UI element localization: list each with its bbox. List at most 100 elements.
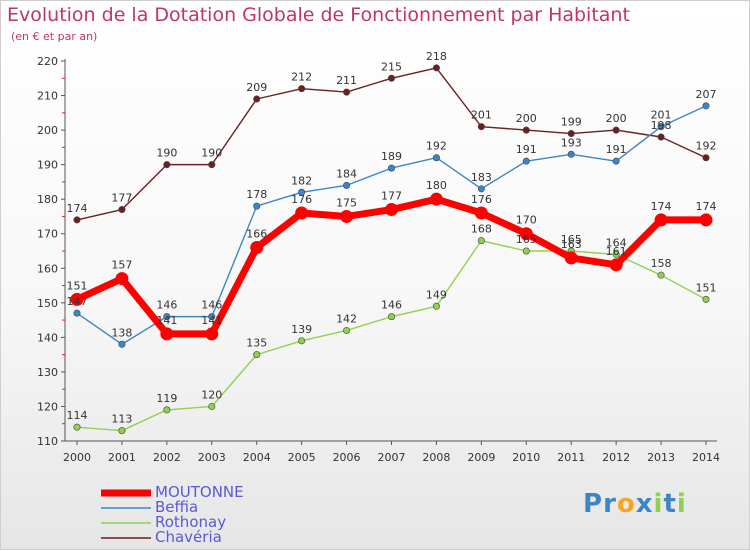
x-tick-label: 2010	[512, 451, 540, 464]
data-label: 190	[156, 147, 177, 160]
data-point	[612, 250, 620, 258]
x-tick-label: 2014	[692, 451, 720, 464]
data-label: 176	[291, 193, 312, 206]
logo-letter: r	[603, 489, 617, 519]
data-point	[522, 247, 530, 255]
data-point	[253, 202, 261, 210]
data-point	[702, 154, 710, 162]
data-point	[295, 206, 309, 220]
y-tick-label: 190	[37, 159, 58, 172]
data-label: 189	[381, 150, 402, 163]
data-label: 175	[336, 196, 357, 209]
data-point	[208, 313, 216, 321]
x-tick-label: 2002	[153, 451, 181, 464]
logo-letter: i	[676, 489, 687, 519]
data-point	[70, 292, 84, 306]
data-point	[654, 213, 668, 227]
data-point	[340, 209, 354, 223]
data-label: 190	[201, 147, 222, 160]
data-label: 146	[381, 299, 402, 312]
data-point	[702, 102, 710, 110]
logo-letter: i	[653, 489, 664, 519]
data-point	[298, 337, 306, 345]
data-label: 200	[516, 112, 537, 125]
data-point	[522, 126, 530, 134]
data-label: 139	[291, 323, 312, 336]
data-label: 200	[606, 112, 627, 125]
data-point	[699, 213, 713, 227]
data-label: 209	[246, 81, 267, 94]
data-label: 158	[651, 257, 672, 270]
data-label: 180	[426, 179, 447, 192]
data-point	[343, 326, 351, 334]
data-label: 191	[516, 143, 537, 156]
logo-letter: o	[616, 489, 636, 519]
chart-subtitle: (en € et par an)	[11, 30, 98, 43]
y-tick-label: 140	[37, 331, 58, 344]
data-label: 212	[291, 71, 312, 84]
data-point	[73, 423, 81, 431]
x-tick-label: 2008	[422, 451, 450, 464]
data-point	[205, 327, 219, 341]
data-point	[432, 64, 440, 72]
y-tick-label: 200	[37, 124, 58, 137]
data-label: 192	[426, 140, 447, 153]
data-label: 141	[156, 314, 177, 327]
legend-label: Rothonay	[155, 513, 227, 531]
data-point	[118, 340, 126, 348]
x-tick-label: 2011	[557, 451, 585, 464]
y-tick-label: 120	[37, 400, 58, 413]
data-point	[343, 181, 351, 189]
y-tick-label: 180	[37, 193, 58, 206]
data-point	[477, 237, 485, 245]
data-label: 161	[606, 245, 627, 258]
data-label: 184	[336, 167, 357, 180]
x-tick-label: 2000	[63, 451, 91, 464]
logo-letter: x	[635, 489, 654, 519]
data-label: 170	[516, 214, 537, 227]
data-label: 151	[67, 279, 88, 292]
data-label: 119	[156, 392, 177, 405]
data-label: 165	[561, 233, 582, 246]
data-label: 192	[696, 140, 717, 153]
data-label: 149	[426, 288, 447, 301]
data-point	[474, 206, 488, 220]
data-label: 164	[606, 236, 627, 249]
data-point	[567, 150, 575, 158]
x-tick-label: 2003	[198, 451, 226, 464]
data-label: 201	[651, 109, 672, 122]
data-label: 218	[426, 50, 447, 63]
x-tick-label: 2012	[602, 451, 630, 464]
data-label: 135	[246, 337, 267, 350]
data-label: 113	[111, 413, 132, 426]
data-point	[250, 241, 264, 255]
data-point	[429, 192, 443, 206]
legend-label: MOUTONNE	[155, 483, 244, 501]
data-label: 120	[201, 388, 222, 401]
y-tick-label: 130	[37, 366, 58, 379]
data-point	[657, 133, 665, 141]
data-point	[118, 206, 126, 214]
logo-letter: t	[663, 489, 677, 519]
y-tick-label: 110	[37, 435, 58, 448]
data-label: 174	[67, 202, 88, 215]
y-tick-label: 210	[37, 90, 58, 103]
data-label: 142	[336, 312, 357, 325]
data-label: 176	[471, 193, 492, 206]
data-label: 177	[111, 192, 132, 205]
data-label: 198	[651, 119, 672, 132]
data-label: 207	[696, 88, 717, 101]
data-point	[163, 161, 171, 169]
data-point	[160, 327, 174, 341]
data-point	[477, 185, 485, 193]
data-point	[609, 258, 623, 272]
data-label: 166	[246, 228, 267, 241]
data-label: 114	[67, 409, 88, 422]
data-label: 151	[696, 281, 717, 294]
data-point	[432, 154, 440, 162]
data-label: 157	[111, 259, 132, 272]
data-point	[115, 272, 129, 286]
data-label: 211	[336, 74, 357, 87]
